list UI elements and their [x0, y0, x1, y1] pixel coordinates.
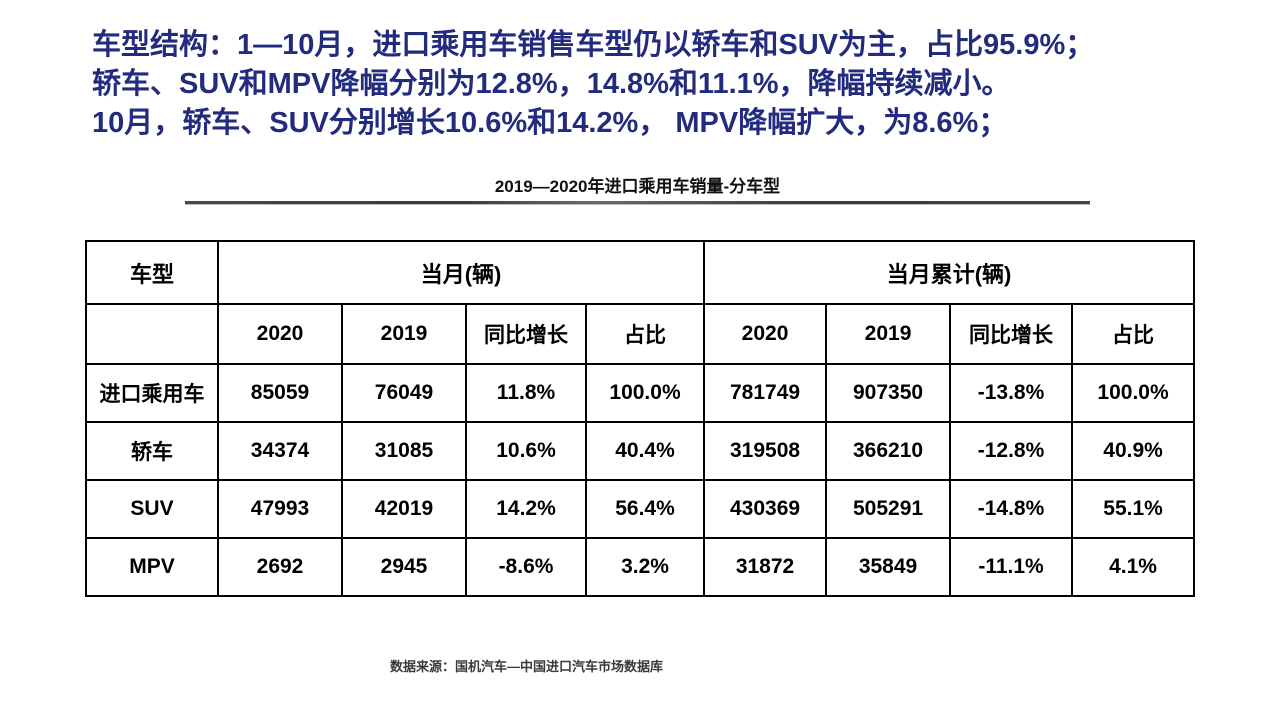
table-cell: 11.8%	[465, 363, 587, 423]
table-cell: 34374	[217, 421, 343, 481]
table-cell: 14.2%	[465, 479, 587, 539]
table-cell: 366210	[825, 421, 952, 481]
table-cell: 430369	[703, 479, 828, 539]
table-row-imported-pv: 进口乘用车 85059 76049 11.8% 100.0% 781749 90…	[85, 363, 1196, 423]
table-cell: 40.9%	[1071, 421, 1196, 481]
table-cell: 35849	[825, 537, 952, 597]
table-cell: 40.4%	[584, 421, 706, 481]
table-row-sedan: 轿车 34374 31085 10.6% 40.4% 319508 366210…	[85, 421, 1196, 481]
table-cell: 2692	[217, 537, 343, 597]
headline-line-2: 轿车、SUV和MPV降幅分别为12.8%，14.8%和11.1%，降幅持续减小。	[92, 68, 1011, 100]
table-cell: 319508	[703, 421, 828, 481]
table-cell: 2945	[341, 537, 467, 597]
table-cell: 907350	[825, 363, 952, 423]
table-cell: 505291	[825, 479, 952, 539]
row-label: 进口乘用车	[85, 363, 219, 423]
group-header-cumulative: 当月累计(辆)	[703, 240, 1196, 305]
sales-table: 车型 当月(辆) 当月累计(辆) 2020 2019 同比增长 占比 2020 …	[85, 240, 1196, 597]
header-month-yoy: 同比增长	[465, 303, 587, 365]
table-title: 2019—2020年进口乘用车销量-分车型	[494, 177, 781, 196]
table-cell: -14.8%	[949, 479, 1074, 539]
header-cum-share: 占比	[1071, 303, 1196, 365]
table-row-mpv: MPV 2692 2945 -8.6% 3.2% 31872 35849 -11…	[85, 537, 1196, 597]
header-month-2019: 2019	[341, 303, 467, 365]
group-header-current-month: 当月(辆)	[216, 240, 706, 305]
table-cell: 100.0%	[584, 363, 706, 423]
header-cum-yoy: 同比增长	[949, 303, 1074, 365]
header-cum-2020: 2020	[703, 303, 828, 365]
table-cell: 781749	[703, 363, 828, 423]
row-label: SUV	[85, 479, 219, 539]
table-cell: 3.2%	[584, 537, 706, 597]
table-cell: 42019	[341, 479, 467, 539]
table-cell: 85059	[217, 363, 343, 423]
row-label: MPV	[85, 537, 219, 597]
table-header-row-groups: 车型 当月(辆) 当月累计(辆)	[85, 240, 1196, 305]
table-header-row-sub: 2020 2019 同比增长 占比 2020 2019 同比增长 占比	[85, 303, 1196, 365]
table-cell: 56.4%	[584, 479, 706, 539]
header-cum-2019: 2019	[825, 303, 952, 365]
table-cell: 10.6%	[465, 421, 587, 481]
data-source-note: 数据来源：国机汽车—中国进口汽车市场数据库	[390, 659, 664, 674]
table-cell: 47993	[217, 479, 343, 539]
table-cell: -8.6%	[465, 537, 587, 597]
header-month-2020: 2020	[217, 303, 343, 365]
table-cell: -11.1%	[949, 537, 1074, 597]
table-cell: -13.8%	[949, 363, 1074, 423]
header-vehicle-type: 车型	[85, 240, 219, 305]
table-cell: 31085	[341, 421, 467, 481]
table-cell: 55.1%	[1071, 479, 1196, 539]
table-row-suv: SUV 47993 42019 14.2% 56.4% 430369 50529…	[85, 479, 1196, 539]
table-cell: 31872	[703, 537, 828, 597]
headline: 车型结构：1—10月，进口乘用车销售车型仍以轿车和SUV为主，占比95.9%； …	[92, 26, 1242, 143]
headline-line-1: 车型结构：1—10月，进口乘用车销售车型仍以轿车和SUV为主，占比95.9%；	[92, 29, 1095, 61]
row-label: 轿车	[85, 421, 219, 481]
title-underline	[185, 201, 1090, 205]
table-cell: -12.8%	[949, 421, 1074, 481]
header-empty-cell	[85, 303, 219, 365]
table-cell: 76049	[341, 363, 467, 423]
table-cell: 100.0%	[1071, 363, 1196, 423]
header-month-share: 占比	[584, 303, 706, 365]
table-cell: 4.1%	[1071, 537, 1196, 597]
headline-line-3: 10月，轿车、SUV分别增长10.6%和14.2%， MPV降幅扩大，为8.6%…	[92, 107, 1008, 139]
